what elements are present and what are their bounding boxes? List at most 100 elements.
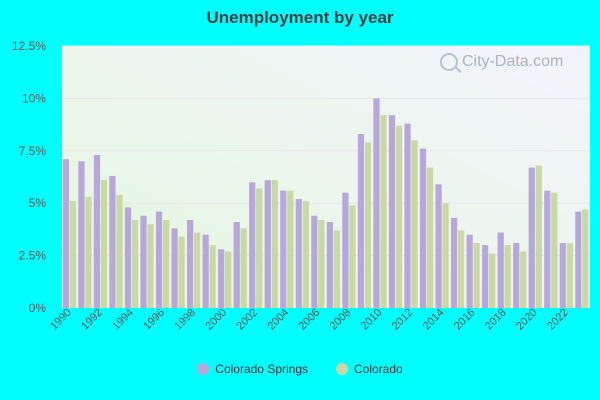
bar-colorado-springs-2000 [218, 249, 225, 308]
legend-item-colorado-springs: Colorado Springs [197, 362, 308, 376]
bar-colorado-springs-2010 [373, 98, 380, 309]
bar-colorado-1998 [194, 232, 201, 308]
legend-swatch-colorado [336, 363, 348, 375]
legend-swatch-colorado-springs [197, 363, 210, 375]
x-tick-label: 2004 [265, 307, 291, 333]
x-tick-label: 2010 [359, 307, 385, 333]
bar-colorado-springs-1995 [140, 215, 147, 308]
bar-colorado-1994 [131, 219, 139, 308]
bar-colorado-springs-2015 [451, 217, 458, 308]
bar-colorado-springs-2017 [482, 245, 489, 308]
bar-colorado-1995 [147, 224, 154, 308]
bar-colorado-springs-2009 [357, 134, 365, 308]
x-tick-label: 1992 [79, 307, 105, 333]
y-tick-label: 0% [29, 301, 47, 315]
bar-colorado-springs-2019 [513, 243, 520, 308]
bar-colorado-springs-1992 [93, 154, 101, 308]
x-tick-label: 2018 [483, 307, 509, 333]
bar-colorado-2009 [364, 142, 372, 308]
magnifier-icon [440, 53, 458, 71]
bar-colorado-2013 [426, 167, 434, 308]
y-tick-label: 10% [22, 91, 46, 105]
bar-colorado-springs-2013 [419, 148, 427, 308]
bar-colorado-springs-1997 [171, 228, 178, 308]
bar-colorado-2002 [256, 188, 263, 308]
bar-colorado-springs-2003 [264, 180, 271, 308]
y-tick-label: 7.5% [19, 144, 47, 158]
bar-colorado-springs-1999 [202, 234, 209, 308]
bar-colorado-springs-2012 [404, 123, 411, 308]
x-tick-label: 2014 [421, 307, 447, 333]
x-tick-label: 1996 [141, 307, 167, 333]
bar-colorado-springs-2014 [435, 184, 442, 308]
bar-colorado-springs-2008 [342, 192, 349, 308]
bar-colorado-2014 [442, 203, 449, 308]
x-tick-label: 2008 [328, 307, 354, 333]
bar-colorado-1997 [178, 236, 185, 308]
y-tick-label: 2.5% [19, 249, 47, 263]
bar-colorado-2022 [566, 243, 573, 308]
x-tick-label: 2002 [234, 307, 260, 333]
bar-colorado-2017 [489, 253, 496, 308]
bar-colorado-2004 [287, 190, 294, 308]
bar-colorado-1991 [85, 196, 92, 308]
bar-colorado-2000 [225, 251, 232, 308]
bar-colorado-1999 [209, 245, 216, 308]
bar-colorado-2023 [582, 209, 589, 308]
bar-colorado-2020 [535, 165, 542, 308]
bar-colorado-2018 [504, 245, 511, 308]
bar-colorado-springs-2006 [311, 215, 318, 308]
bar-colorado-2021 [551, 192, 558, 308]
watermark: City-Data.com [440, 53, 563, 71]
bar-colorado-springs-1996 [155, 211, 163, 308]
x-tick-label: 2012 [390, 307, 416, 333]
bar-colorado-1990 [69, 201, 76, 308]
bar-colorado-1993 [116, 194, 123, 308]
bar-colorado-1996 [162, 219, 170, 308]
bar-colorado-2011 [395, 125, 403, 308]
y-tick-label: 12.5% [12, 39, 46, 53]
chart-title: Unemployment by year [206, 8, 394, 27]
legend-label-colorado: Colorado [354, 362, 403, 376]
bar-colorado-2005 [302, 201, 309, 308]
y-tick-label: 5% [29, 196, 47, 210]
bar-colorado-1992 [100, 180, 108, 308]
bar-colorado-2010 [380, 115, 387, 308]
bar-colorado-springs-2007 [326, 222, 333, 308]
bar-colorado-springs-2020 [528, 167, 535, 308]
bar-colorado-springs-2023 [575, 211, 582, 308]
bar-colorado-2012 [411, 140, 418, 308]
bar-colorado-2001 [240, 228, 247, 308]
bar-colorado-2019 [520, 251, 527, 308]
bar-colorado-springs-1998 [187, 219, 194, 308]
x-tick-label: 2020 [514, 307, 540, 333]
x-tick-label: 1994 [110, 307, 136, 333]
bar-colorado-springs-2022 [559, 243, 566, 308]
x-tick-label: 1998 [172, 307, 198, 333]
bar-colorado-springs-2005 [295, 199, 302, 308]
bar-colorado-springs-2011 [388, 115, 396, 308]
x-tick-label: 2016 [452, 307, 478, 333]
bar-colorado-2015 [458, 230, 465, 308]
x-tick-label: 2022 [545, 307, 571, 333]
watermark-text: City-Data.com [462, 53, 564, 70]
bar-colorado-2003 [271, 180, 278, 308]
bar-colorado-springs-2018 [497, 232, 504, 308]
bar-colorado-springs-2002 [249, 182, 256, 308]
legend-item-colorado: Colorado [336, 362, 403, 376]
bar-colorado-springs-1993 [109, 175, 116, 308]
legend: Colorado Springs Colorado [0, 362, 600, 376]
bar-colorado-springs-1990 [62, 159, 69, 308]
bar-colorado-2007 [333, 230, 340, 308]
bar-colorado-2016 [473, 243, 480, 308]
bar-colorado-springs-2021 [544, 190, 551, 308]
bar-colorado-springs-1994 [124, 207, 132, 308]
bar-colorado-springs-2004 [280, 190, 287, 308]
bar-colorado-2008 [349, 205, 356, 308]
bar-colorado-springs-1991 [78, 161, 85, 308]
legend-label-colorado-springs: Colorado Springs [215, 362, 308, 376]
x-tick-label: 2006 [297, 307, 323, 333]
x-tick-label: 1990 [48, 307, 74, 333]
x-tick-label: 2000 [203, 307, 229, 333]
